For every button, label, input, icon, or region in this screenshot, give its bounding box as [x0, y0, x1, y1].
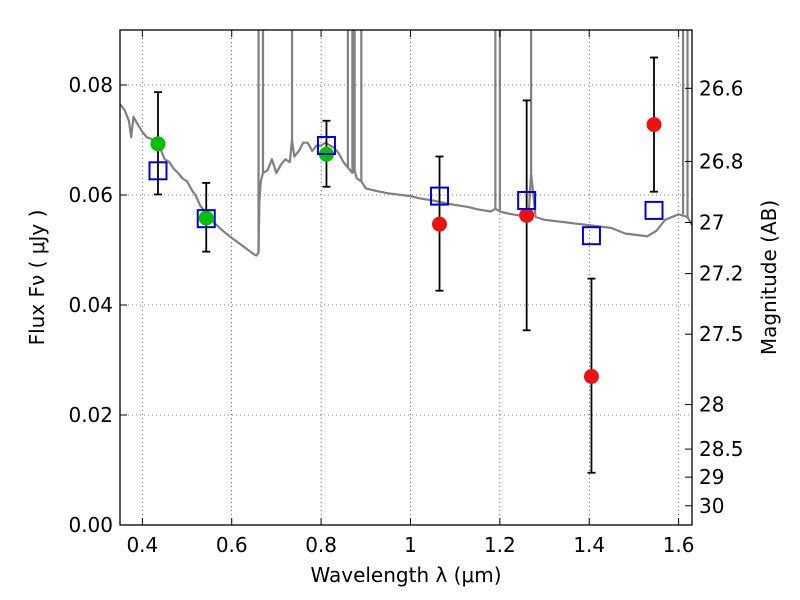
x-axis-label: Wavelength λ (μm) — [310, 563, 501, 587]
x-tick-label: 1.6 — [663, 533, 695, 557]
data-point-circle — [646, 117, 662, 133]
right-axis-ticks: 26.6 26.8 27 27.2 27.5 28 28.5 29 30 — [685, 76, 744, 518]
x-tick-label: 0.6 — [216, 533, 248, 557]
data-point-circle — [432, 216, 448, 232]
data-point-square — [644, 200, 664, 220]
right-tick-label: 26.8 — [699, 149, 744, 173]
right-tick-label: 29 — [699, 465, 724, 489]
grid-lines — [120, 30, 692, 526]
x-tick-label: 1.4 — [573, 533, 605, 557]
y-tick-label: 0.08 — [68, 73, 113, 97]
data-point-square — [316, 136, 336, 155]
data-point-square — [196, 209, 216, 229]
x-axis-ticks: 0.4 0.6 0.8 1 1.2 1.4 1.6 — [126, 30, 695, 557]
x-tick-label: 0.4 — [126, 533, 158, 557]
y-tick-label: 0.04 — [68, 293, 113, 317]
right-tick-label: 30 — [699, 494, 724, 518]
right-axis-label: Magnitude (AB) — [757, 200, 781, 355]
data-point-square — [430, 186, 450, 206]
right-tick-label: 27 — [699, 211, 724, 235]
x-tick-label: 1 — [404, 533, 417, 557]
model-spectrum-layer — [119, 30, 693, 257]
right-tick-label: 27.5 — [699, 322, 744, 346]
data-point-square — [517, 191, 537, 210]
plot-frame — [119, 29, 693, 526]
right-tick-label: 26.6 — [699, 76, 744, 100]
data-point-circle — [150, 136, 166, 152]
y-tick-label: 0.06 — [68, 183, 113, 207]
y-axis-label: Flux Fν ( μJy ) — [25, 210, 49, 346]
right-tick-label: 28 — [699, 393, 724, 417]
markers-layer — [148, 117, 664, 384]
data-point-square — [148, 161, 168, 181]
x-tick-label: 1.2 — [484, 533, 516, 557]
right-tick-label: 28.5 — [699, 437, 744, 461]
y-tick-label: 0.02 — [68, 403, 113, 427]
data-point-circle — [519, 207, 535, 223]
y-tick-label: 0.00 — [68, 513, 113, 537]
y-axis-ticks: 0.00 0.02 0.04 0.06 0.08 — [68, 73, 127, 537]
data-point-circle — [198, 210, 214, 226]
x-tick-label: 0.8 — [305, 533, 337, 557]
data-point-square — [581, 226, 601, 246]
error-bars-layer — [153, 56, 659, 474]
data-point-circle — [583, 369, 599, 384]
right-tick-label: 27.2 — [699, 262, 744, 286]
